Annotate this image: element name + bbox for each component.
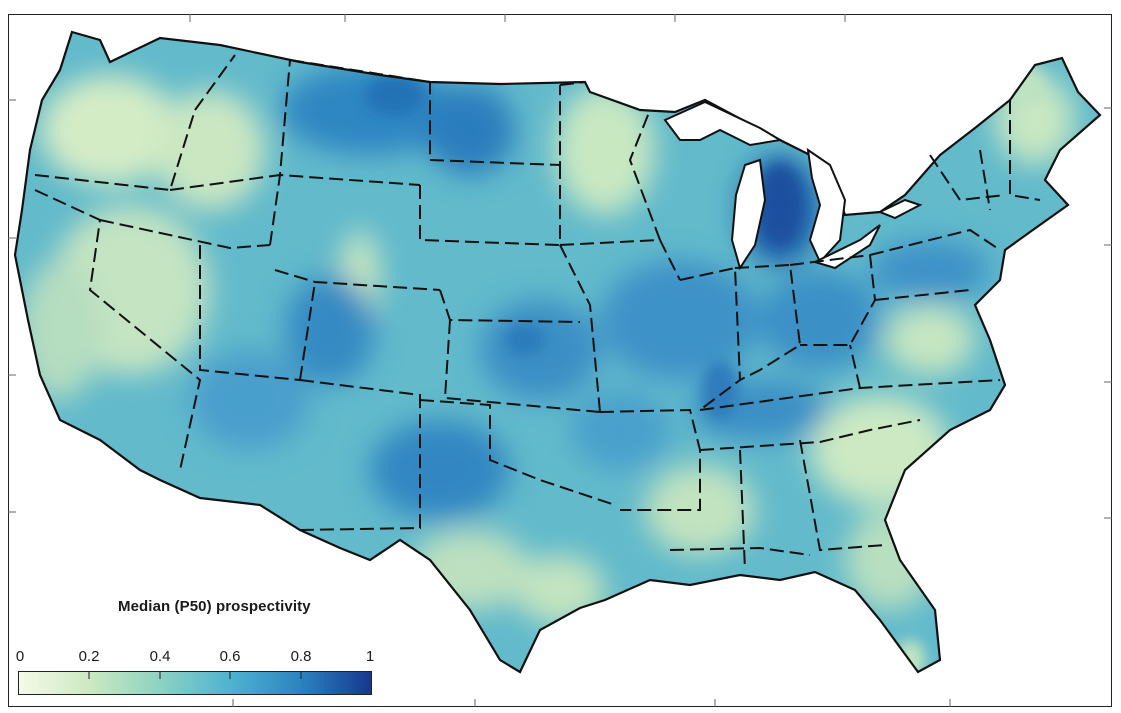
legend-tick-label: 0.6 — [219, 648, 241, 665]
legend-tick-label: 0.2 — [78, 648, 100, 665]
legend-tick-label: 1 — [365, 648, 375, 665]
great-lakes — [663, 100, 923, 271]
colorbar-ticks — [88, 671, 302, 679]
frame-ticks — [8, 14, 1112, 707]
colorbar-gradient — [18, 671, 372, 695]
legend-tick-label: 0.8 — [290, 648, 312, 665]
legend-tick-label: 0 — [15, 648, 25, 665]
legend-tick-label: 0.4 — [149, 648, 171, 665]
legend-title: Median (P50) prospectivity — [118, 598, 311, 615]
state-borders — [34, 54, 1041, 571]
